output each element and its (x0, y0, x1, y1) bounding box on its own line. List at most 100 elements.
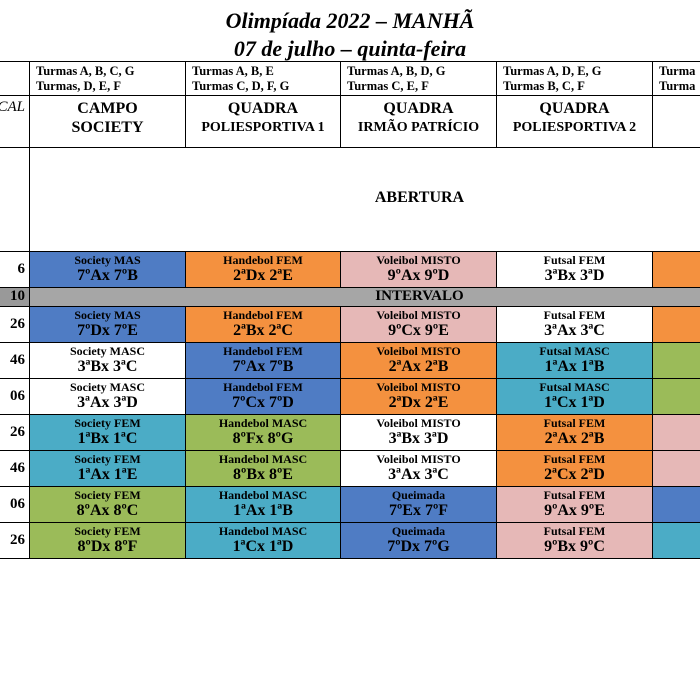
cell: CAL (0, 95, 30, 148)
match: 3ªAx 3ªD (77, 394, 138, 411)
match: 8 (653, 358, 700, 376)
break-cell: INTERVALO (29, 287, 700, 307)
match-cell: Ba2 (652, 251, 700, 288)
match: 9 (653, 466, 700, 484)
sport: Society MAS (74, 253, 141, 267)
match: 2ªAx 2ªB (544, 430, 605, 447)
match-cell: Futsal MASC 1ªCx 1ªD (496, 378, 653, 415)
turmas-text: Turmas, D, E, F (36, 79, 121, 93)
match-cell: Futsal FEM 9ºAx 9ºE (496, 486, 653, 523)
venue-text: SU (653, 118, 700, 137)
match: 2ªAx 2ªB (388, 358, 449, 375)
match: 2ªCx 2ªD (544, 466, 605, 483)
venue-cell: QSU (652, 95, 700, 148)
venue-text: QUADRA (539, 100, 610, 117)
sport: Voleibol MISTO (376, 344, 461, 358)
sport: Voleibol MISTO (376, 452, 461, 466)
opening-cell: ABERTURA (29, 147, 700, 252)
match-cell: Society MASC 3ªAx 3ªD (29, 378, 186, 415)
match-cell: Handebol FEM 2ªBx 2ªC (185, 306, 341, 343)
sport: Ba (653, 415, 700, 430)
sport: Society MAS (74, 308, 141, 322)
venue-text: SOCIETY (71, 119, 144, 136)
match: 8ºBx 8ºE (233, 466, 293, 483)
sport: Handebol MASC (218, 452, 308, 466)
match: 1ªCx 1ªD (232, 538, 294, 555)
match: 8ºFx 8ºG (232, 430, 294, 447)
match: 8ºDx 8ºF (77, 538, 138, 555)
sport: Ba (653, 523, 700, 538)
match-cell: Handebol MASC 8ºBx 8ºE (185, 450, 341, 487)
sport: Society MASC (70, 344, 145, 358)
match-cell: Futsal FEM 9ºBx 9ºC (496, 522, 653, 559)
venue-text: POLIESPORTIVA 2 (512, 120, 637, 135)
match-cell: Society MAS 7ºAx 7ºB (29, 251, 186, 288)
match: 8ºAx 8ºC (76, 502, 139, 519)
match-cell: Handebol FEM 2ªDx 2ªE (185, 251, 341, 288)
sport: Futsal FEM (543, 452, 606, 466)
venue-cell: QUADRA POLIESPORTIVA 2 (496, 95, 653, 148)
sport: Society FEM (74, 524, 141, 538)
match: 3ªAx 3ªC (544, 322, 605, 339)
venue-text: Q (653, 99, 700, 118)
match-cell: Voleibol MISTO 2ªAx 2ªB (340, 342, 497, 379)
turmas-text: Turmas B, C, F (503, 79, 585, 93)
time-cell: 26 (0, 306, 30, 343)
venue-text: POLIESPORTIVA 1 (201, 120, 325, 135)
sport: Ba (653, 379, 700, 394)
match-cell: Handebol FEM 7ºAx 7ºB (185, 342, 341, 379)
match: 9ºCx 9ºE (388, 322, 449, 339)
venue-text: QUADRA (227, 100, 299, 117)
sport: Voleibol MISTO (376, 416, 461, 430)
match: 1ªAx 1ªB (544, 358, 605, 375)
sport: Queimada (391, 524, 446, 538)
match: 8 (653, 394, 700, 412)
turmas-cell: Turmas A, D, E, G Turmas B, C, F (496, 61, 653, 96)
venue-cell: CAMPO SOCIETY (29, 95, 186, 148)
time: 26 (10, 424, 25, 440)
turmas-text: Turmas A, B, C, G (36, 64, 135, 78)
sport: Handebol FEM (223, 253, 303, 267)
turmas-cell: Turmas A, B, E Turmas C, D, F, G (185, 61, 341, 96)
time: 10 (10, 288, 25, 304)
match-cell: Ba2 (652, 306, 700, 343)
sport: Queimada (391, 488, 446, 502)
time: 26 (10, 316, 25, 332)
venue-text: CAMPO (77, 100, 138, 117)
match: 2 (653, 322, 700, 340)
match: 2 (653, 267, 700, 285)
sport: Handebol MASC (218, 488, 308, 502)
match-cell: Handebol MASC 1ªCx 1ªD (185, 522, 341, 559)
turmas-text: Turma (659, 79, 696, 93)
match: 2ªDx 2ªE (233, 267, 293, 284)
match: 7ºDx 7ºG (387, 538, 450, 555)
sport: Society FEM (74, 488, 141, 502)
match: 2ªBx 2ªC (233, 322, 293, 339)
sport: Ba (653, 451, 700, 466)
match: 7ºCx 7ºD (232, 394, 294, 411)
sport: Handebol MASC (218, 416, 308, 430)
turmas-text: Turmas A, B, D, G (347, 64, 446, 78)
match-cell: Ba8 (652, 378, 700, 415)
match-cell: Futsal MASC 1ªAx 1ªB (496, 342, 653, 379)
sport: Handebol FEM (223, 308, 303, 322)
time: 06 (10, 388, 25, 404)
time-cell: 06 (0, 486, 30, 523)
sport: Ba (653, 252, 700, 267)
turmas-text: Turmas A, D, E, G (503, 64, 602, 78)
match-cell: Futsal FEM 3ªAx 3ªC (496, 306, 653, 343)
time-cell: 6 (0, 251, 30, 288)
sport: Voleibol MISTO (376, 253, 461, 267)
sport: Futsal FEM (543, 253, 606, 267)
sport: Futsal MASC (539, 344, 610, 358)
time-cell: 10 (0, 287, 30, 307)
match-cell: Handebol FEM 7ºCx 7ºD (185, 378, 341, 415)
match-cell: Voleibol MISTO 3ªAx 3ªC (340, 450, 497, 487)
match: 3ªBx 3ªD (388, 430, 449, 447)
match: 3ªAx 3ªC (388, 466, 449, 483)
time: 46 (10, 460, 25, 476)
turmas-cell: Turma Turma (652, 61, 700, 96)
match-cell: Handebol MASC 8ºFx 8ºG (185, 414, 341, 451)
match-cell: Ba9 (652, 414, 700, 451)
